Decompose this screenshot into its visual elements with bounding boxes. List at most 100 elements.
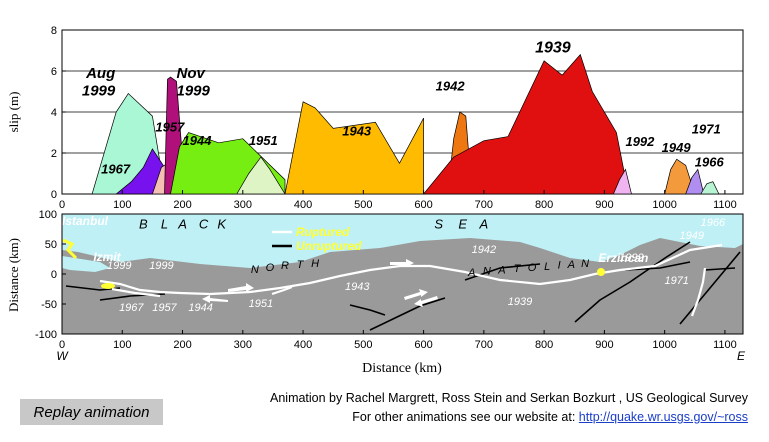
sea-name-letter: A xyxy=(479,216,489,231)
slip-event-label: 1939 xyxy=(535,40,571,57)
credits-line-1: Animation by Rachel Margrett, Ross Stein… xyxy=(270,391,748,405)
fault-rupture-1967 xyxy=(111,287,161,298)
slip-area-1966 xyxy=(700,181,720,195)
legend-ruptured-label: Ruptured xyxy=(296,225,350,239)
slip-x-tick-label: 1100 xyxy=(713,199,737,211)
sea-of-marmara xyxy=(62,256,110,272)
map-x-tick-label: 800 xyxy=(535,339,553,351)
slip-area-1992 xyxy=(612,168,632,195)
map-event-label: 1999 xyxy=(107,260,131,272)
map-event-label: 1992 xyxy=(619,252,643,264)
istanbul-marker xyxy=(62,238,78,260)
place-label: Izmit xyxy=(93,250,121,264)
slip-event-label: 1957 xyxy=(155,119,185,134)
place-labels: Istanbul Izmit Erzincan xyxy=(62,214,648,265)
map-y-tick-label: 0 xyxy=(51,269,57,281)
slip-x-tick-label: 300 xyxy=(234,199,252,211)
map-east-label: E xyxy=(737,349,746,363)
slip-event-label: Aug xyxy=(85,65,115,82)
ruptured-faults xyxy=(99,243,723,317)
slip-x-tick-label: 800 xyxy=(535,199,553,211)
sea-name-letter: K xyxy=(217,216,227,231)
fault-name-letters: N O R T HA N A T O L I A N xyxy=(251,258,589,279)
replay-animation-button[interactable]: Replay animation xyxy=(20,399,163,425)
map-x-tick-label: 200 xyxy=(173,339,191,351)
map-y-ticks: -100 -50 0 50 100 xyxy=(35,209,66,341)
map-event-label: 1939 xyxy=(508,296,532,308)
fault-unruptured xyxy=(679,251,741,325)
map-event-label: 1957 xyxy=(152,302,177,314)
slip-chart: 0 2 4 6 8 0 100 200 300 400 500 600 700 800 900 1000 11… xyxy=(6,25,744,211)
place-label: Erzincan xyxy=(598,251,648,265)
map-y-axis-label: Distance (km) xyxy=(6,238,21,312)
map-x-tick-label: 500 xyxy=(354,339,372,351)
credits-line-2-prefix: For other animations see our website at: xyxy=(352,410,576,424)
slip-y-tick-label: 4 xyxy=(51,107,57,119)
slip-area-1939 xyxy=(422,53,629,195)
slip-event-label: 1949 xyxy=(662,140,692,155)
map-event-label: 1949 xyxy=(680,230,704,242)
fault-name-letter: A xyxy=(467,267,475,279)
erzincan-marker xyxy=(597,268,605,276)
map-x-axis-label: Distance (km) xyxy=(362,361,442,376)
fault-unruptured xyxy=(574,241,691,323)
arrow-icon xyxy=(228,283,254,292)
arrow-icon xyxy=(390,259,414,267)
unruptured-faults xyxy=(65,241,741,331)
slip-event-label: 1992 xyxy=(625,134,655,149)
slip-x-tick-label: 1000 xyxy=(652,199,676,211)
credits-line-2: For other animations see our website at:… xyxy=(270,408,748,427)
map-x-tick-label: 100 xyxy=(113,339,131,351)
slip-y-tick-label: 2 xyxy=(51,148,57,160)
slip-area-1971 xyxy=(685,168,705,195)
izmit-marker xyxy=(101,283,115,289)
fault-unruptured xyxy=(369,297,446,331)
fault-name-letter: A xyxy=(497,264,505,276)
slip-event-label: Nov xyxy=(177,65,207,82)
slip-x-tick-label: 100 xyxy=(113,199,131,211)
usgs-website-link[interactable]: http://quake.wr.usgs.gov/~ross xyxy=(578,410,748,424)
fault-name-letter: N xyxy=(251,264,259,276)
slip-y-tick-label: 8 xyxy=(51,25,57,37)
arrow-icon xyxy=(404,289,428,300)
fault-rupture-1951 xyxy=(271,285,293,296)
slip-y-axis-label: slip (m) xyxy=(6,92,21,133)
fault-name-letter: T xyxy=(297,259,305,271)
fault-name-letter: N xyxy=(483,266,491,278)
map-event-labels: 1999 1999 1967 1957 1944 1951 1943 1942 1939 1992… xyxy=(107,217,726,314)
map-x-tick-label: 700 xyxy=(475,339,493,351)
map-event-label: 1967 xyxy=(119,302,144,314)
slip-y-ticks: 0 2 4 6 8 xyxy=(51,25,66,201)
map-y-tick-label: 50 xyxy=(45,239,57,251)
sea-name-letter: S xyxy=(434,216,443,231)
slip-x-tick-label: 0 xyxy=(59,199,65,211)
slip-area-1951 xyxy=(236,156,286,195)
slip-event-label: 1971 xyxy=(692,122,721,137)
map-x-tick-label: 1100 xyxy=(713,339,737,351)
fault-unruptured xyxy=(349,304,386,316)
map-x-tick-label: 600 xyxy=(414,339,432,351)
map-event-label: 1944 xyxy=(188,302,212,314)
map-y-tick-label: 100 xyxy=(39,209,57,221)
slip-event-label: 1999 xyxy=(82,83,116,100)
slip-x-tick-label: 500 xyxy=(354,199,372,211)
arrow-icon xyxy=(414,296,438,307)
arrow-icon xyxy=(202,295,228,303)
map-west-label: W xyxy=(56,349,69,363)
black-sea xyxy=(62,214,743,268)
slip-direction-arrows xyxy=(202,259,438,307)
fault-name-letter: N xyxy=(581,258,589,270)
slip-event-label: 1942 xyxy=(436,78,466,93)
place-label: Istanbul xyxy=(62,214,109,228)
sea-name-letter: L xyxy=(161,216,168,231)
slip-y-tick-label: 0 xyxy=(51,189,57,201)
slip-event-label: 1943 xyxy=(342,124,372,139)
slip-event-label: 1966 xyxy=(695,154,725,169)
map-x-tick-label: 400 xyxy=(294,339,312,351)
map-event-label: 1966 xyxy=(701,217,726,229)
map-event-label: 1971 xyxy=(664,275,688,287)
slip-x-tick-label: 200 xyxy=(173,199,191,211)
